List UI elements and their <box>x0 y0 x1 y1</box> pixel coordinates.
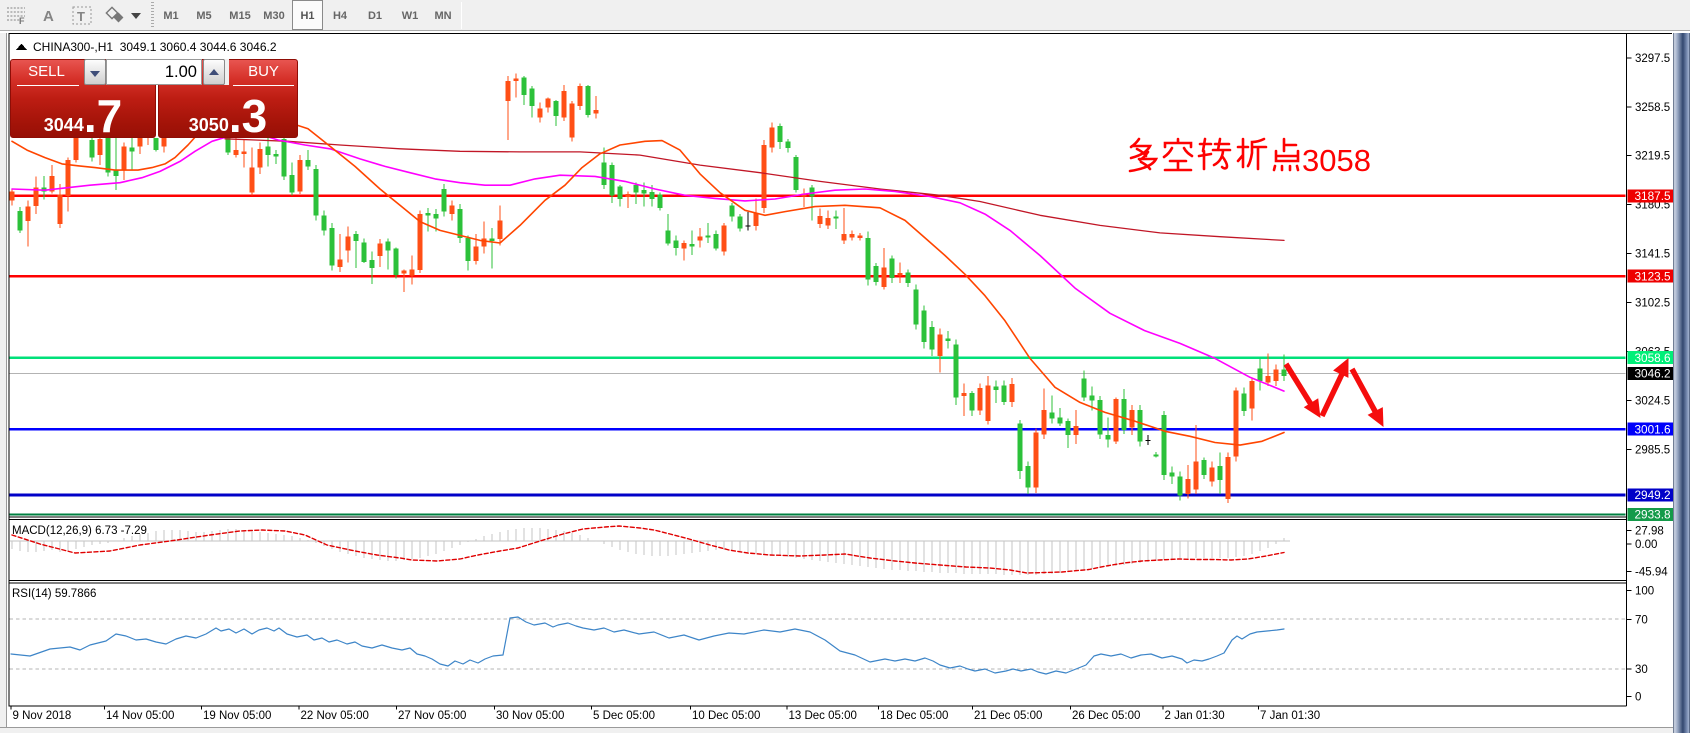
svg-text:27 Nov 05:00: 27 Nov 05:00 <box>398 710 466 722</box>
svg-text:13 Dec 05:00: 13 Dec 05:00 <box>789 710 857 722</box>
svg-text:3187.5: 3187.5 <box>1635 189 1672 203</box>
svg-text:2 Jan 01:30: 2 Jan 01:30 <box>1165 710 1225 722</box>
svg-text:5 Dec 05:00: 5 Dec 05:00 <box>593 710 655 722</box>
svg-text:3123.5: 3123.5 <box>1635 269 1672 283</box>
svg-text:30: 30 <box>1635 664 1648 676</box>
svg-text:2949.2: 2949.2 <box>1635 488 1671 502</box>
svg-text:0.00: 0.00 <box>1635 539 1657 551</box>
svg-text:14 Nov 05:00: 14 Nov 05:00 <box>106 710 174 722</box>
svg-text:T: T <box>77 9 85 24</box>
svg-text:70: 70 <box>1635 615 1648 627</box>
svg-text:19 Nov 05:00: 19 Nov 05:00 <box>203 710 271 722</box>
svg-text:30 Nov 05:00: 30 Nov 05:00 <box>496 710 564 722</box>
svg-text:21 Dec 05:00: 21 Dec 05:00 <box>974 710 1042 722</box>
svg-text:RSI(14) 59.7866: RSI(14) 59.7866 <box>12 588 96 600</box>
svg-text:2933.8: 2933.8 <box>1635 508 1672 522</box>
svg-text:7 Jan 01:30: 7 Jan 01:30 <box>1260 710 1320 722</box>
svg-text:F: F <box>19 16 25 26</box>
svg-text:3141.5: 3141.5 <box>1635 249 1670 261</box>
svg-text:22 Nov 05:00: 22 Nov 05:00 <box>301 710 369 722</box>
svg-text:18 Dec 05:00: 18 Dec 05:00 <box>880 710 948 722</box>
svg-text:0: 0 <box>1635 692 1641 704</box>
svg-text:MACD(12,26,9) 6.73 -7.29: MACD(12,26,9) 6.73 -7.29 <box>12 525 147 537</box>
svg-text:3258.5: 3258.5 <box>1635 102 1670 114</box>
svg-text:26 Dec 05:00: 26 Dec 05:00 <box>1072 710 1140 722</box>
svg-text:CHINA300-,H1 3049.1 3060.4 30: CHINA300-,H1 3049.1 3060.4 3044.6 3046.2 <box>33 40 277 54</box>
svg-text:-45.94: -45.94 <box>1635 567 1668 579</box>
svg-text:10 Dec 05:00: 10 Dec 05:00 <box>692 710 760 722</box>
svg-text:3001.6: 3001.6 <box>1635 422 1672 436</box>
svg-text:3297.5: 3297.5 <box>1635 53 1670 65</box>
svg-text:3058.6: 3058.6 <box>1635 351 1672 365</box>
svg-text:3058: 3058 <box>1302 143 1371 178</box>
svg-text:100: 100 <box>1635 586 1654 598</box>
svg-text:3024.5: 3024.5 <box>1635 396 1670 408</box>
svg-text:27.98: 27.98 <box>1635 526 1664 538</box>
svg-text:3219.5: 3219.5 <box>1635 151 1670 163</box>
svg-text:A: A <box>43 8 54 25</box>
svg-text:3046.2: 3046.2 <box>1635 367 1671 381</box>
svg-text:3180.5: 3180.5 <box>1635 200 1670 212</box>
svg-text:3102.5: 3102.5 <box>1635 298 1670 310</box>
svg-text:9 Nov 2018: 9 Nov 2018 <box>13 710 72 722</box>
svg-text:2985.5: 2985.5 <box>1635 445 1670 457</box>
